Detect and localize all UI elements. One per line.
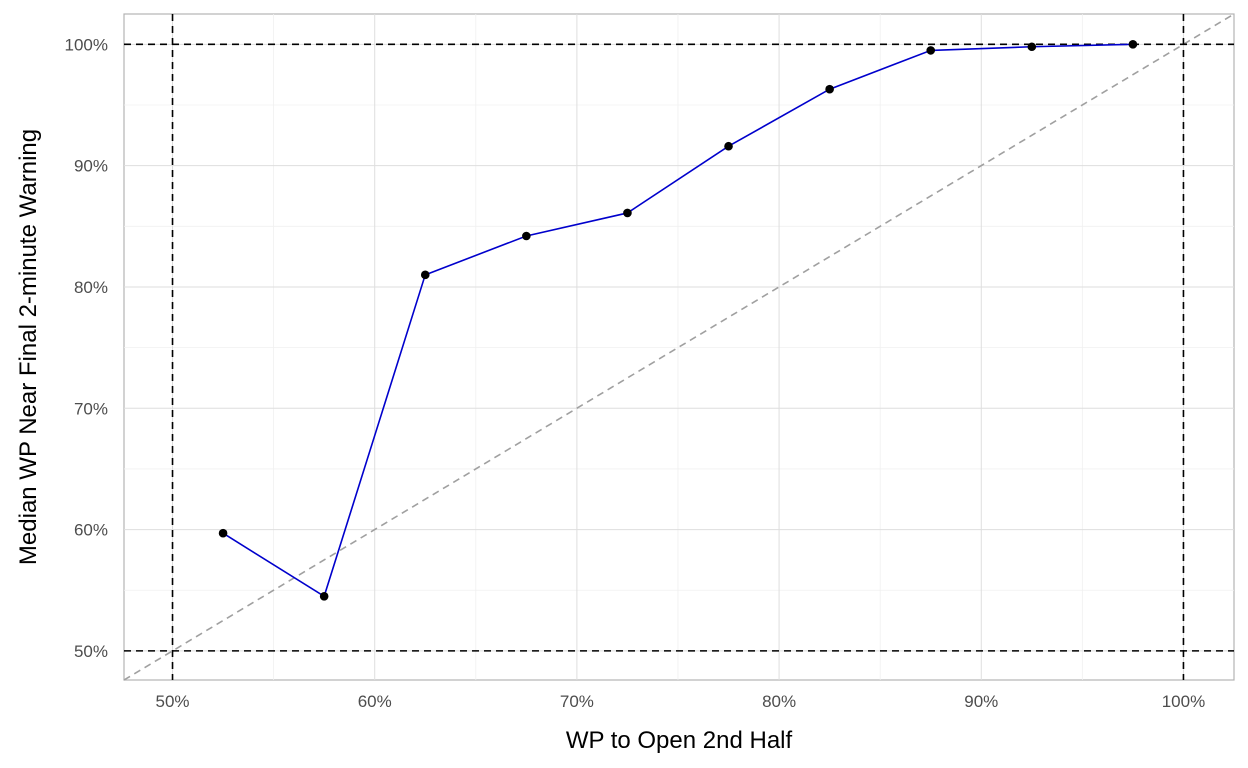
y-tick-label: 100% bbox=[65, 35, 108, 54]
x-tick-label: 70% bbox=[560, 692, 594, 711]
data-point bbox=[1027, 42, 1037, 52]
x-tick-label: 50% bbox=[156, 692, 190, 711]
y-tick-label: 70% bbox=[74, 399, 108, 418]
data-point bbox=[218, 528, 228, 538]
y-tick-label: 50% bbox=[74, 642, 108, 661]
x-axis-title: WP to Open 2nd Half bbox=[566, 727, 793, 754]
data-point bbox=[522, 231, 531, 241]
data-point bbox=[319, 591, 329, 601]
series-layer bbox=[218, 40, 1138, 601]
data-point bbox=[825, 84, 834, 94]
data-point bbox=[724, 141, 733, 151]
x-tick-label: 80% bbox=[762, 692, 796, 711]
data-point bbox=[623, 208, 632, 218]
data-point bbox=[1128, 40, 1138, 49]
y-tick-labels: 50% 60% 70% 80% 90% 100% bbox=[65, 35, 108, 661]
y-tick-label: 80% bbox=[74, 278, 108, 297]
reference-lines-layer bbox=[124, 14, 1234, 680]
y-tick-label: 60% bbox=[74, 521, 108, 540]
x-tick-label: 100% bbox=[1162, 692, 1205, 711]
x-tick-labels: 50% 60% 70% 80% 90% 100% bbox=[156, 692, 1206, 711]
data-point bbox=[420, 270, 430, 280]
plot-panel bbox=[123, 13, 1235, 681]
x-tick-label: 60% bbox=[358, 692, 392, 711]
grid bbox=[124, 14, 1234, 680]
y-tick-label: 90% bbox=[74, 157, 108, 176]
x-tick-label: 90% bbox=[964, 692, 998, 711]
data-point bbox=[926, 46, 936, 55]
series-line bbox=[222, 43, 1133, 598]
y-axis-title: Median WP Near Final 2-minute Warning bbox=[15, 129, 42, 565]
